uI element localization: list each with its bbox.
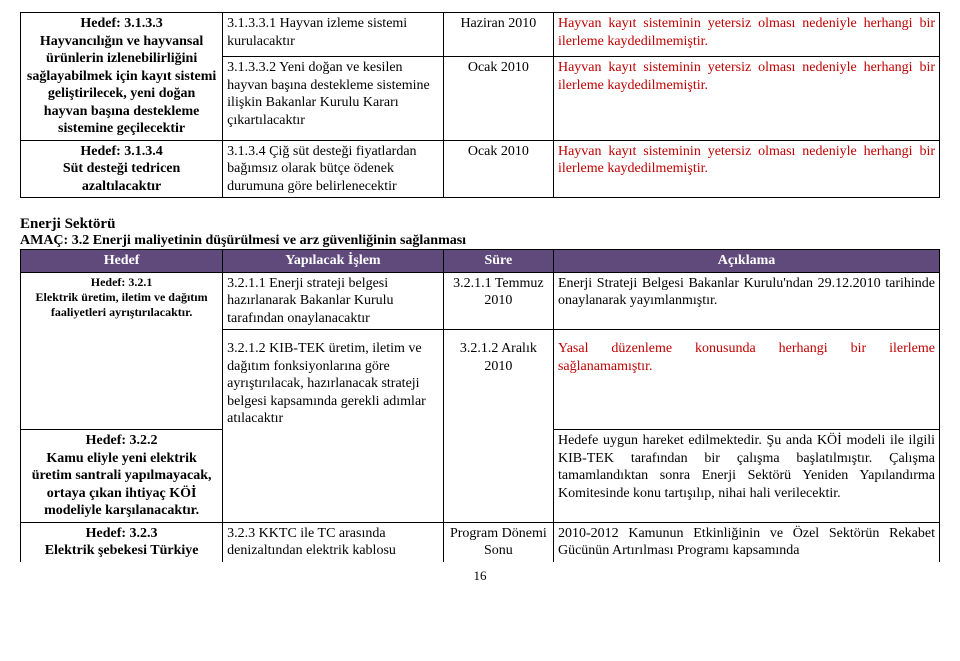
t2-h2: Yapılacak İşlem bbox=[223, 250, 444, 273]
t1-r3-c3: Ocak 2010 bbox=[443, 140, 553, 198]
page-number: 16 bbox=[20, 568, 940, 584]
t2-r1-c3: 3.2.1.1 Temmuz 2010 bbox=[443, 272, 553, 330]
t2-r3-c4: Hedefe uygun hareket edilmektedir. Şu an… bbox=[553, 430, 939, 523]
t2-r2-c2: 3.2.1.2 KIB-TEK üretim, iletim ve dağıtı… bbox=[223, 330, 444, 430]
t1-r2-c2: 3.1.3.3.2 Yeni doğan ve kesilen hayvan b… bbox=[223, 57, 444, 140]
t2-h1: Hedef bbox=[21, 250, 223, 273]
t2-r2-c1 bbox=[21, 330, 223, 430]
t2-r4-c3: Program Dönemi Sonu bbox=[443, 522, 553, 562]
t2-h3: Süre bbox=[443, 250, 553, 273]
t1-r1-c2: 3.1.3.3.1 Hayvan izleme sistemi kurulaca… bbox=[223, 13, 444, 57]
enerji-amac: AMAÇ: 3.2 Enerji maliyetinin düşürülmesi… bbox=[20, 233, 940, 249]
t2-r2-c4: Yasal düzenleme konusunda herhangi bir i… bbox=[553, 330, 939, 430]
t1-r3-c4: Hayvan kayıt sisteminin yetersiz olması … bbox=[553, 140, 939, 198]
t2-r3-c3 bbox=[443, 430, 553, 523]
hayvan-table: Hedef: 3.1.3.3Hayvancılığın ve hayvansal… bbox=[20, 12, 940, 198]
enerji-title: Enerji Sektörü bbox=[20, 216, 940, 233]
t2-h4: Açıklama bbox=[553, 250, 939, 273]
t2-r3-c1: Hedef: 3.2.2Kamu eliyle yeni elektrik ür… bbox=[21, 430, 223, 523]
enerji-table: Hedef Yapılacak İşlem Süre Açıklama Hede… bbox=[20, 249, 940, 562]
t2-r2-c3: 3.2.1.2 Aralık 2010 bbox=[443, 330, 553, 430]
t1-r1-c3: Haziran 2010 bbox=[443, 13, 553, 57]
t1-r1-c4: Hayvan kayıt sisteminin yetersiz olması … bbox=[553, 13, 939, 57]
t2-r1-c2: 3.2.1.1 Enerji strateji belgesi hazırlan… bbox=[223, 272, 444, 330]
t1-r1-c1: Hedef: 3.1.3.3Hayvancılığın ve hayvansal… bbox=[21, 13, 223, 141]
t1-r2-c4: Hayvan kayıt sisteminin yetersiz olması … bbox=[553, 57, 939, 140]
t2-r3-c2 bbox=[223, 430, 444, 523]
t1-r3-c2: 3.1.3.4 Çiğ süt desteği fiyatlardan bağı… bbox=[223, 140, 444, 198]
t2-r4-c1: Hedef: 3.2.3Elektrik şebekesi Türkiye bbox=[21, 522, 223, 562]
t2-r4-c2: 3.2.3 KKTC ile TC arasında denizaltından… bbox=[223, 522, 444, 562]
t2-r1-c4: Enerji Strateji Belgesi Bakanlar Kurulu'… bbox=[553, 272, 939, 330]
t1-r2-c3: Ocak 2010 bbox=[443, 57, 553, 140]
t2-r1-c1: Hedef: 3.2.1Elektrik üretim, iletim ve d… bbox=[21, 272, 223, 330]
t2-r4-c4: 2010-2012 Kamunun Etkinliğinin ve Özel S… bbox=[553, 522, 939, 562]
t1-r3-c1: Hedef: 3.1.3.4Süt desteği tedricen azalt… bbox=[21, 140, 223, 198]
